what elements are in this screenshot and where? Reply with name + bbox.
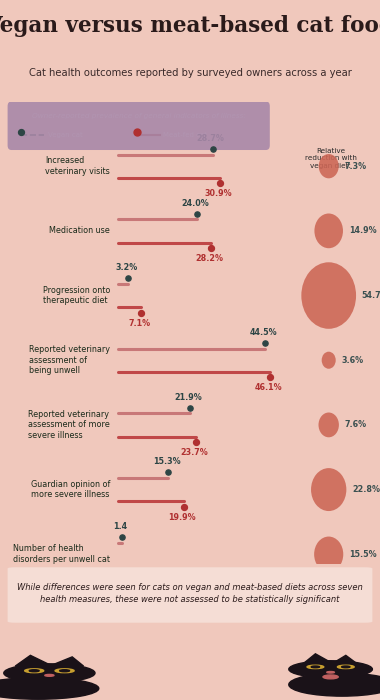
Circle shape [314, 537, 343, 572]
Text: 14.9%: 14.9% [349, 226, 376, 235]
Point [120, 566, 127, 577]
Ellipse shape [0, 678, 99, 699]
Circle shape [307, 665, 324, 668]
Point [262, 337, 268, 349]
Text: 3.2%: 3.2% [116, 263, 138, 272]
Text: 3.6%: 3.6% [341, 356, 364, 365]
Text: 7.3%: 7.3% [344, 162, 367, 171]
Circle shape [327, 671, 334, 673]
Polygon shape [53, 657, 84, 666]
Text: 44.5%: 44.5% [249, 328, 277, 337]
Text: Reported veterinary
assessment of more
severe illness: Reported veterinary assessment of more s… [28, 410, 110, 440]
Text: Meat-fed cat: Meat-fed cat [163, 132, 207, 138]
Point [208, 242, 214, 253]
Text: Vegan versus meat-based cat food: Vegan versus meat-based cat food [0, 15, 380, 37]
Text: 19.9%: 19.9% [168, 513, 195, 522]
Circle shape [318, 412, 339, 438]
Text: 1.4: 1.4 [114, 522, 128, 531]
Polygon shape [334, 655, 357, 664]
Circle shape [301, 262, 356, 329]
Circle shape [311, 468, 346, 511]
Circle shape [25, 668, 44, 673]
Text: 24.0%: 24.0% [181, 199, 209, 208]
Ellipse shape [323, 675, 338, 679]
Text: 7.1%: 7.1% [128, 318, 150, 328]
Circle shape [55, 668, 74, 673]
Point [134, 126, 140, 137]
Text: Number of health
disorders per unwell cat: Number of health disorders per unwell ca… [13, 545, 110, 564]
Point [18, 126, 24, 137]
Text: 7.6%: 7.6% [345, 421, 367, 429]
Text: Increased
veterinary visits: Increased veterinary visits [46, 156, 110, 176]
Circle shape [4, 664, 95, 682]
Circle shape [29, 670, 39, 672]
Point [119, 531, 125, 542]
Text: Cat health outcomes reported by surveyed owners across a year: Cat health outcomes reported by surveyed… [28, 68, 352, 78]
Circle shape [45, 674, 54, 676]
FancyBboxPatch shape [8, 567, 372, 623]
Text: 23.7%: 23.7% [180, 448, 208, 457]
Point [217, 178, 223, 189]
Point [125, 273, 131, 284]
Text: Progression onto
therapeutic diet: Progression onto therapeutic diet [43, 286, 110, 305]
Text: Reported veterinary
assessment of
being unwell: Reported veterinary assessment of being … [29, 345, 110, 375]
Circle shape [342, 666, 350, 668]
Point [210, 144, 216, 155]
Circle shape [319, 154, 339, 178]
Text: 1.7: 1.7 [114, 578, 128, 587]
Text: While differences were seen for cats on vegan and meat-based diets across seven
: While differences were seen for cats on … [17, 583, 363, 604]
Text: 54.7%: 54.7% [362, 291, 380, 300]
Circle shape [60, 670, 70, 672]
Text: 15.3%: 15.3% [153, 457, 180, 466]
Text: 30.9%: 30.9% [204, 190, 232, 198]
Circle shape [289, 661, 372, 678]
Text: 15.5%: 15.5% [349, 550, 377, 559]
Point [267, 372, 273, 383]
Text: Guardian opinion of
more severe illness: Guardian opinion of more severe illness [31, 480, 110, 500]
Point [193, 437, 199, 448]
Circle shape [322, 351, 336, 369]
Point [138, 307, 144, 318]
Text: 21.9%: 21.9% [174, 393, 202, 402]
Point [165, 467, 171, 478]
Circle shape [314, 214, 343, 248]
Polygon shape [15, 655, 49, 666]
Text: Medication use: Medication use [49, 226, 110, 235]
Text: 46.1%: 46.1% [255, 384, 282, 393]
Text: 22.8%: 22.8% [352, 485, 380, 494]
Polygon shape [304, 654, 331, 663]
Text: Vegan cat: Vegan cat [48, 132, 82, 138]
Circle shape [337, 665, 354, 668]
FancyBboxPatch shape [8, 102, 270, 150]
Point [187, 402, 193, 413]
Text: 28.2%: 28.2% [195, 254, 223, 263]
Point [180, 501, 187, 512]
Text: Relative
reduction with
vegan diet:: Relative reduction with vegan diet: [305, 148, 356, 169]
Point [194, 208, 200, 219]
Ellipse shape [289, 673, 380, 696]
Text: 28.7%: 28.7% [197, 134, 225, 143]
Text: Owner-reported prevalence of general indicators of illness:: Owner-reported prevalence of general ind… [32, 113, 245, 119]
Circle shape [311, 666, 320, 668]
